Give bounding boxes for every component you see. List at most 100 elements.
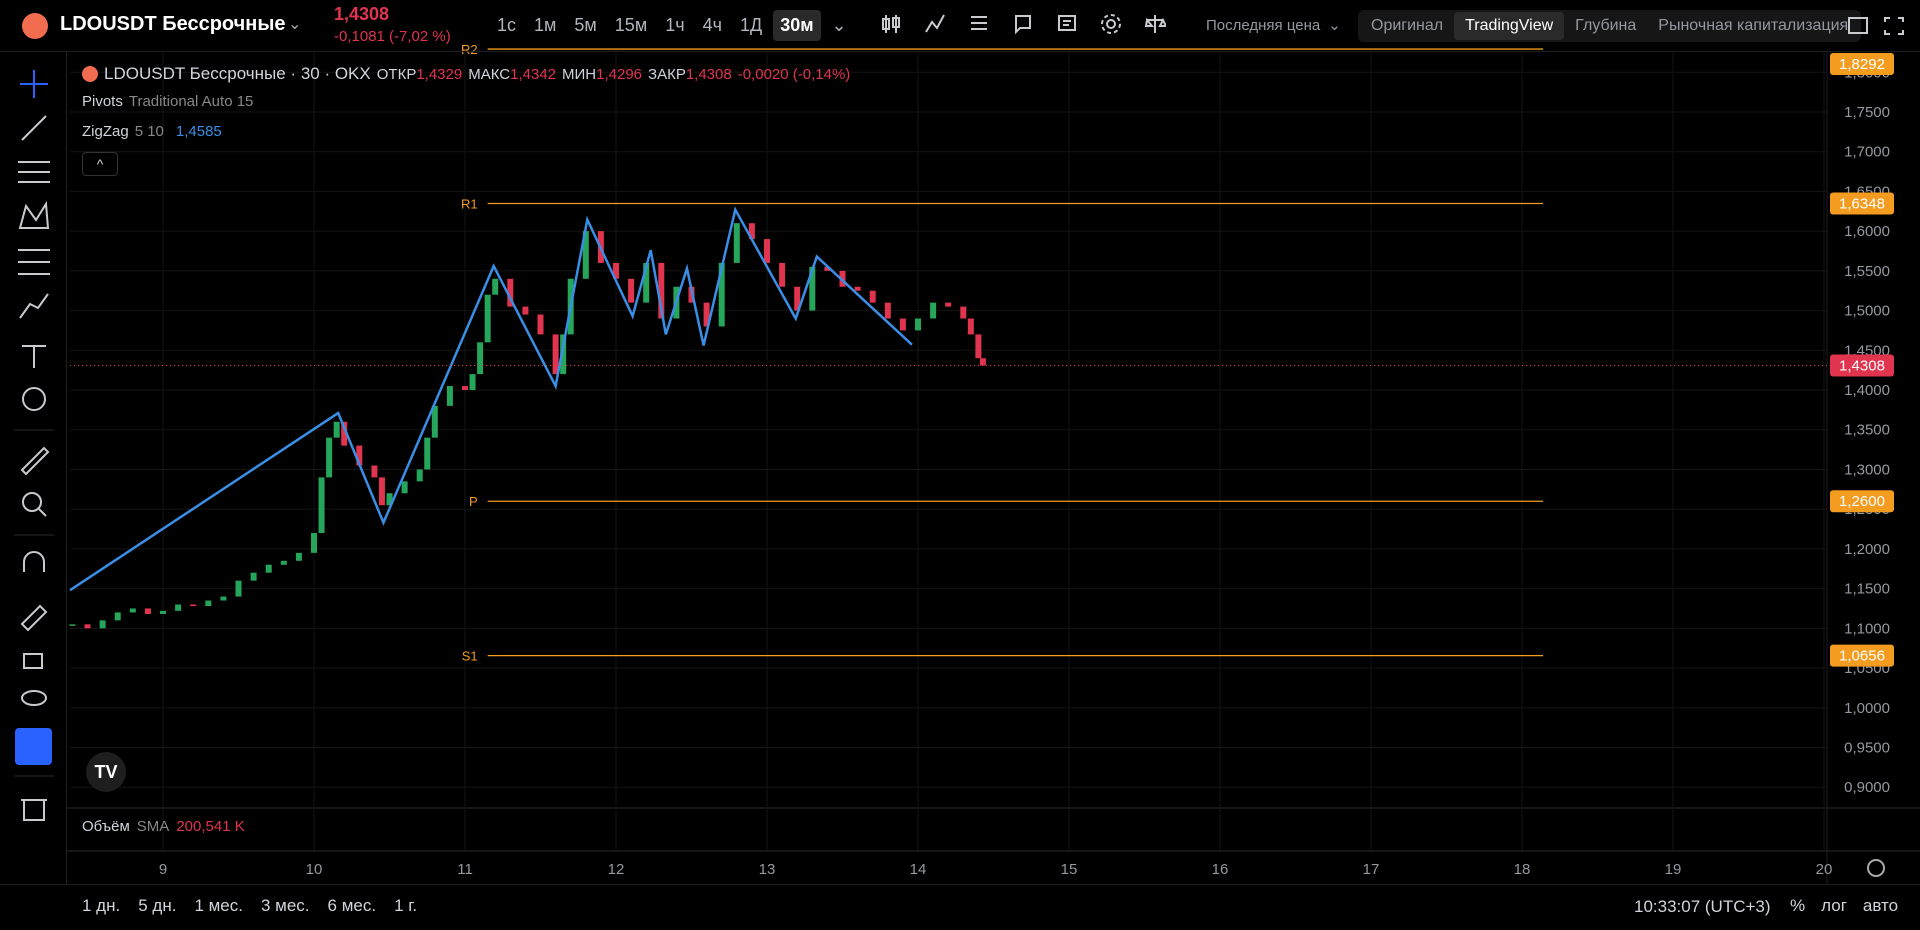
candle bbox=[318, 477, 325, 533]
candle bbox=[220, 596, 227, 601]
range[interactable]: 3 мес. bbox=[260, 896, 310, 915]
candle bbox=[854, 286, 861, 291]
candle bbox=[424, 437, 431, 470]
y-tick-label: 1,2000 bbox=[1844, 541, 1890, 558]
brush-tool[interactable] bbox=[19, 293, 49, 319]
candle bbox=[69, 624, 76, 626]
view-option[interactable]: TradingView bbox=[1454, 12, 1565, 40]
chart-tools bbox=[880, 12, 1166, 36]
forecast-tool[interactable] bbox=[18, 249, 50, 275]
candle bbox=[484, 294, 491, 343]
candle bbox=[658, 262, 665, 319]
trendline-tool[interactable] bbox=[21, 115, 47, 141]
ohlc-label: МИН bbox=[562, 65, 597, 83]
replay-icon[interactable] bbox=[1012, 12, 1034, 36]
candle bbox=[869, 290, 876, 303]
interval[interactable]: 1м bbox=[534, 15, 557, 35]
crosshair-tool[interactable] bbox=[20, 70, 48, 98]
view-switch: Оригинал TradingView Глубина Рыночная капит… bbox=[1358, 10, 1862, 42]
interval[interactable]: 30м bbox=[773, 10, 821, 41]
settings-icon[interactable] bbox=[1100, 12, 1122, 36]
range[interactable]: 1 г. bbox=[394, 896, 418, 915]
fib-tool[interactable] bbox=[18, 161, 50, 183]
candle bbox=[356, 445, 363, 466]
collapse-button[interactable]: ^ bbox=[82, 152, 118, 176]
view-option[interactable]: Глубина bbox=[1575, 17, 1637, 34]
drawing-tools bbox=[14, 70, 54, 821]
candle bbox=[235, 580, 242, 597]
templates-icon[interactable] bbox=[968, 12, 990, 36]
drawing-toolbar bbox=[0, 52, 67, 884]
scale-toggle[interactable]: авто bbox=[1862, 896, 1899, 915]
candle bbox=[975, 334, 982, 359]
tv-logo[interactable]: TV bbox=[86, 752, 126, 792]
candle bbox=[431, 405, 438, 438]
lock-drawing-tool[interactable] bbox=[20, 604, 48, 632]
candle bbox=[884, 302, 891, 319]
text-tool[interactable] bbox=[22, 345, 46, 368]
candle bbox=[205, 600, 212, 607]
x-tick-label: 10 bbox=[306, 861, 323, 878]
interval[interactable]: 1ч bbox=[665, 15, 685, 35]
pivot-badge bbox=[1830, 490, 1894, 513]
volume-legend: Объём SMA 200,541 K bbox=[82, 818, 245, 835]
candle bbox=[552, 334, 559, 375]
candle bbox=[560, 334, 567, 375]
compare-icon[interactable] bbox=[1144, 12, 1166, 36]
candle bbox=[824, 266, 831, 271]
interval[interactable]: 1Д bbox=[739, 15, 763, 35]
interval[interactable]: 1с bbox=[497, 15, 517, 35]
interval[interactable]: 5м bbox=[574, 15, 597, 35]
view-option[interactable]: Рыночная капитализация bbox=[1658, 17, 1849, 34]
candle bbox=[469, 374, 476, 391]
pivot-price: 1,0656 bbox=[1839, 648, 1885, 665]
pivot-name: S1 bbox=[462, 649, 478, 664]
range[interactable]: 6 мес. bbox=[327, 896, 377, 915]
scale-toggle[interactable]: % bbox=[1790, 896, 1806, 915]
range[interactable]: 1 дн. bbox=[82, 896, 121, 915]
indicator: Pivots Traditional Auto 15 bbox=[82, 86, 850, 116]
interval[interactable]: 4ч bbox=[702, 15, 722, 35]
y-tick-label: 1,1000 bbox=[1844, 620, 1890, 637]
candle bbox=[341, 421, 348, 446]
view-option[interactable]: Оригинал bbox=[1371, 17, 1444, 34]
range[interactable]: 5 дн. bbox=[138, 896, 177, 915]
interval-dropdown[interactable]: ⌄ bbox=[831, 15, 847, 35]
magnet-tool[interactable] bbox=[23, 551, 45, 572]
link-tool[interactable] bbox=[15, 728, 52, 765]
emoji-tool[interactable] bbox=[22, 387, 46, 411]
lock-tool[interactable] bbox=[23, 653, 43, 669]
candle bbox=[703, 302, 710, 327]
hide-tool[interactable] bbox=[21, 690, 47, 706]
candle-type-icon[interactable] bbox=[880, 12, 902, 36]
symbol[interactable]: LDOUSDT Бессрочные bbox=[60, 13, 286, 35]
scale-toggle[interactable]: лог bbox=[1821, 896, 1847, 915]
y-tick-label: 1,1500 bbox=[1844, 581, 1890, 598]
fullscreen-icon[interactable] bbox=[1882, 14, 1906, 38]
indicator-name: Pivots bbox=[82, 92, 123, 110]
candle bbox=[446, 386, 453, 406]
axis-settings[interactable] bbox=[1867, 859, 1885, 877]
intervals: 1с 1м 5м 15м 1ч 4ч 1Д 30м ⌄ bbox=[490, 10, 854, 41]
pattern-tool[interactable] bbox=[18, 200, 50, 229]
price-type[interactable]: Последняя цена ⌄ bbox=[1206, 16, 1341, 35]
symbol-logo bbox=[22, 13, 48, 39]
delete-tool[interactable] bbox=[21, 799, 47, 821]
indicator-name: ZigZag bbox=[82, 122, 129, 140]
zoom-tool[interactable] bbox=[22, 492, 47, 517]
y-tick-label: 1,7500 bbox=[1844, 104, 1890, 121]
candle bbox=[84, 624, 91, 629]
layout-icon[interactable] bbox=[1846, 14, 1870, 38]
last-price-label: 1,4308 bbox=[1839, 358, 1885, 375]
range[interactable]: 1 мес. bbox=[194, 896, 243, 915]
symbol-dropdown[interactable]: ⌄ bbox=[288, 16, 302, 33]
candle bbox=[386, 493, 393, 506]
ruler-tool[interactable] bbox=[20, 446, 50, 476]
interval[interactable]: 15м bbox=[614, 15, 648, 35]
candle bbox=[129, 608, 136, 613]
alert-icon[interactable] bbox=[1056, 12, 1078, 36]
price-type-label[interactable]: Последняя цена bbox=[1206, 16, 1321, 34]
candle bbox=[537, 314, 544, 335]
indicators-icon[interactable] bbox=[924, 12, 946, 36]
x-tick-label: 9 bbox=[159, 861, 167, 878]
